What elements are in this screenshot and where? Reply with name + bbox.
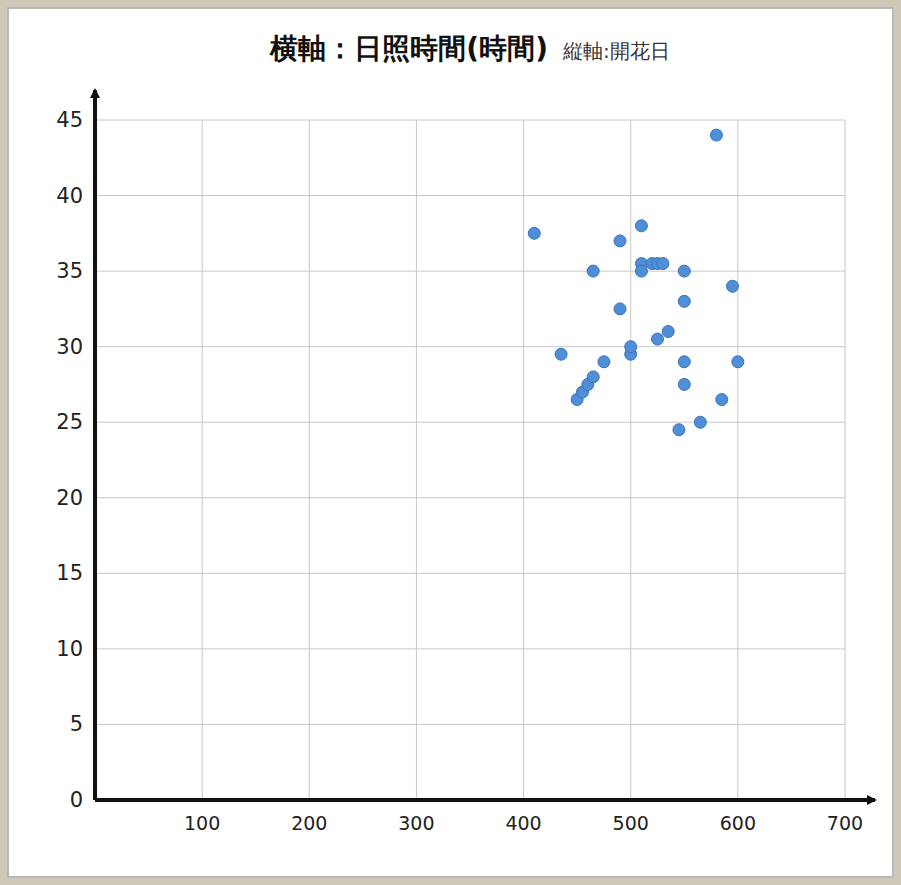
y-tick-label: 35 <box>56 259 83 283</box>
chart: 横軸：日照時間(時間) 縦軸:開花日 0 5 10 15 20 25 30 35 40 45 100 20… <box>0 0 901 885</box>
grid-line-x <box>523 120 524 800</box>
x-tick-label: 500 <box>613 812 649 834</box>
points <box>528 129 744 436</box>
x-tick-label: 300 <box>398 812 434 834</box>
grid-line-y <box>95 422 845 423</box>
y-tick-label: 45 <box>56 108 83 132</box>
point <box>678 378 690 390</box>
y-tick-label: 0 <box>70 788 83 812</box>
subtitle: 縦軸:開花日 <box>562 39 670 63</box>
point <box>727 280 739 292</box>
y-tick-label: 30 <box>56 335 83 359</box>
x-tick-label: 600 <box>720 812 756 834</box>
grid-line-x <box>630 120 631 800</box>
x-tick-label: 400 <box>505 812 541 834</box>
grid-line-y <box>95 120 845 121</box>
y-tick-label: 20 <box>56 486 83 510</box>
point <box>587 265 599 277</box>
grid-line-x <box>845 120 846 800</box>
board <box>8 8 893 877</box>
point <box>710 129 722 141</box>
point <box>635 265 647 277</box>
grid-line-y <box>95 648 845 649</box>
point <box>625 341 637 353</box>
grid-line-y <box>95 724 845 725</box>
title: 横軸：日照時間(時間) <box>269 32 548 65</box>
point <box>652 333 664 345</box>
x-axis <box>95 798 875 802</box>
grid-line-y <box>95 497 845 498</box>
point <box>678 356 690 368</box>
point <box>678 265 690 277</box>
point <box>635 220 647 232</box>
grid-line-x <box>309 120 310 800</box>
grid-line-y <box>95 573 845 574</box>
grid-line-x <box>202 120 203 800</box>
grid-line-y <box>95 195 845 196</box>
x-tick-label: 700 <box>827 812 863 834</box>
y-tick-label: 40 <box>56 184 83 208</box>
point <box>694 416 706 428</box>
x-tick-label: 100 <box>184 812 220 834</box>
y-tick-label: 10 <box>56 637 83 661</box>
x-tick-label: 200 <box>291 812 327 834</box>
y-tick-label: 25 <box>56 410 83 434</box>
point <box>678 295 690 307</box>
y-axis <box>93 90 97 800</box>
y-tick-label: 5 <box>70 712 83 736</box>
grid-line-x <box>737 120 738 800</box>
grid-line-y <box>95 346 845 347</box>
point <box>598 356 610 368</box>
grid-line-x <box>416 120 417 800</box>
point <box>555 348 567 360</box>
point <box>657 258 669 270</box>
point <box>662 326 674 338</box>
point <box>614 303 626 315</box>
grid-line-y <box>95 271 845 272</box>
point <box>587 371 599 383</box>
point <box>716 394 728 406</box>
point <box>528 227 540 239</box>
point <box>673 424 685 436</box>
point <box>614 235 626 247</box>
point <box>732 356 744 368</box>
y-tick-label: 15 <box>56 561 83 585</box>
